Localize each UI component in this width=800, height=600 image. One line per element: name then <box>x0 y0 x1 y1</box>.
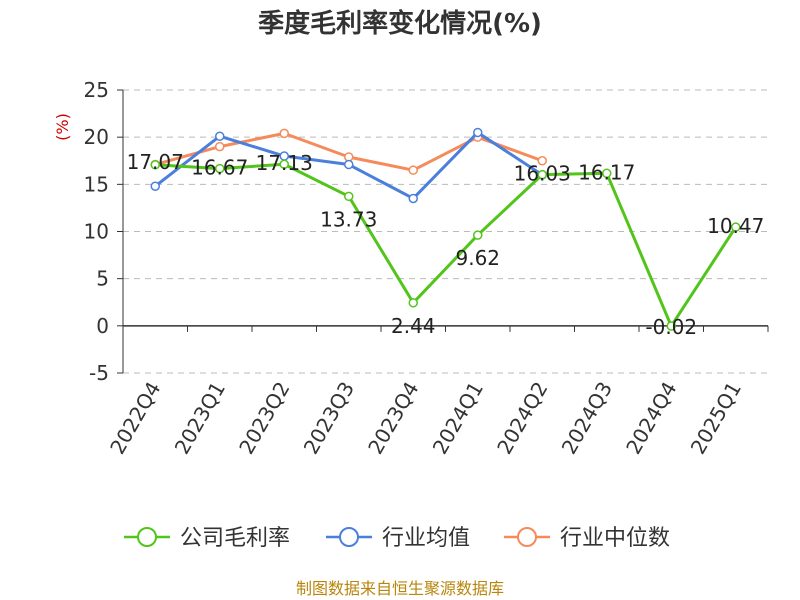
legend-item[interactable]: 行业均值 <box>326 526 470 551</box>
y-unit-label: (%) <box>53 113 72 141</box>
series-point[interactable] <box>602 168 612 179</box>
x-tick-label: 2023Q3 <box>299 378 359 459</box>
x-tick-label: 2023Q2 <box>234 378 294 459</box>
series-point[interactable] <box>731 222 741 232</box>
data-label: 16.67 <box>191 156 248 180</box>
x-tick-label: 2024Q3 <box>557 378 617 459</box>
grid <box>123 89 768 374</box>
series-layer <box>150 127 741 331</box>
x-tick-label: 2023Q4 <box>363 378 423 459</box>
x-tick-label: 2025Q1 <box>686 378 746 459</box>
series-point[interactable] <box>279 128 289 139</box>
legend-marker <box>137 527 157 547</box>
x-tick-label: 2023Q1 <box>170 378 230 459</box>
legend-label: 行业中位数 <box>560 526 670 551</box>
series-point[interactable] <box>473 230 483 240</box>
data-label: 17.13 <box>256 151 313 175</box>
y-tick-label: 5 <box>96 267 109 291</box>
series-point[interactable] <box>344 159 354 170</box>
series-point[interactable] <box>666 321 676 331</box>
series-point[interactable] <box>279 159 289 169</box>
x-tick-label: 2024Q1 <box>428 378 488 459</box>
y-tick-label: 0 <box>96 314 109 338</box>
data-label: 9.62 <box>455 246 500 270</box>
legend-label: 行业均值 <box>382 526 470 551</box>
series-point[interactable] <box>150 181 160 191</box>
x-tick-label: 2022Q4 <box>105 378 165 459</box>
series-point[interactable] <box>150 160 160 170</box>
data-label: 10.47 <box>707 214 764 238</box>
data-labels: 17.07 16.67 17.13 13.73 2.44 9.62 16.03 16.17 -0… <box>127 150 765 339</box>
data-label: 16.03 <box>514 162 571 186</box>
series-point[interactable] <box>537 156 547 166</box>
data-label: 16.17 <box>578 160 635 184</box>
series-line <box>155 162 738 328</box>
series-point[interactable] <box>408 165 418 175</box>
y-tick-label: 25 <box>84 78 109 102</box>
data-source: 制图数据来自恒生聚源数据库 <box>296 579 504 598</box>
series-point[interactable] <box>344 191 354 202</box>
data-label: -0.02 <box>645 315 697 339</box>
y-tick-label: -5 <box>89 361 109 385</box>
legend-item[interactable]: 公司毛利率 <box>124 526 290 551</box>
legend-marker <box>517 527 537 547</box>
y-tick-label: 15 <box>84 172 109 196</box>
series-point[interactable] <box>537 169 547 180</box>
series-point[interactable] <box>215 131 225 141</box>
x-tick-label: 2024Q4 <box>621 378 681 459</box>
x-tick-label: 2024Q2 <box>492 378 552 459</box>
data-label: 2.44 <box>391 314 436 338</box>
legend-label: 公司毛利率 <box>180 526 290 551</box>
series-point[interactable] <box>408 298 418 308</box>
series-point[interactable] <box>408 193 418 204</box>
y-tick-label: 20 <box>84 125 109 149</box>
series-point[interactable] <box>473 127 483 138</box>
legend[interactable]: 公司毛利率 行业均值 行业中位数 <box>124 526 670 551</box>
series-point[interactable] <box>215 141 225 152</box>
data-label: 17.07 <box>127 150 184 174</box>
data-label: 13.73 <box>320 207 377 231</box>
legend-item[interactable]: 行业中位数 <box>504 526 670 551</box>
legend-marker <box>339 527 359 547</box>
series-point[interactable] <box>215 163 225 174</box>
y-tick-label: 10 <box>84 220 109 244</box>
chart-title: 季度毛利率变化情况(%) <box>258 8 542 39</box>
